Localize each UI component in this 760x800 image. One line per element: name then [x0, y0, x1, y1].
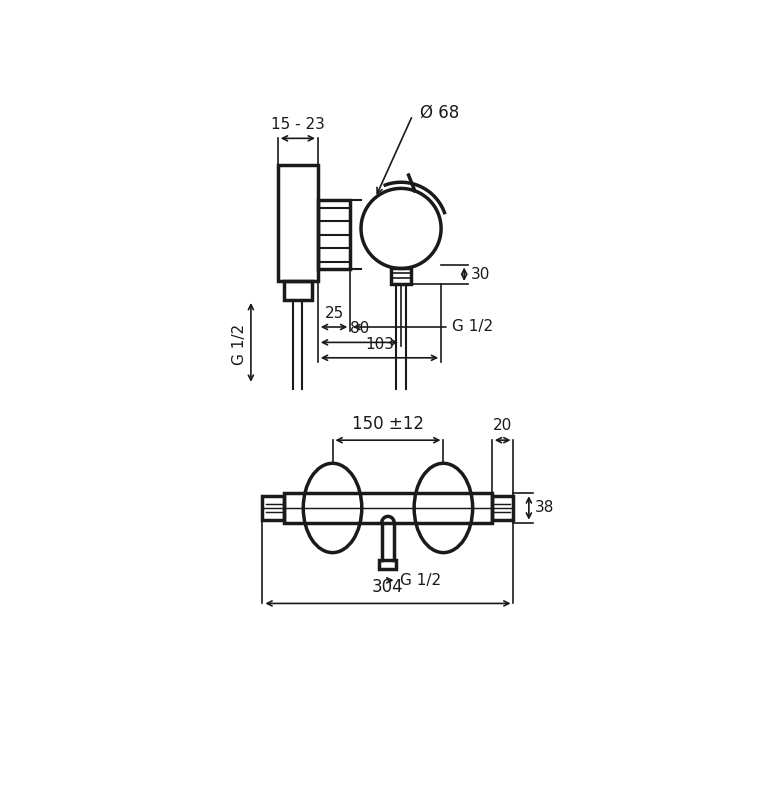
- Text: 80: 80: [350, 322, 369, 336]
- Text: 30: 30: [470, 266, 489, 282]
- Text: 38: 38: [535, 501, 554, 515]
- Text: G 1/2: G 1/2: [452, 319, 493, 334]
- Bar: [391, 269, 411, 284]
- Bar: [278, 166, 318, 281]
- Bar: [318, 200, 350, 270]
- Bar: [379, 559, 397, 569]
- Text: 103: 103: [365, 337, 394, 352]
- Bar: [262, 496, 284, 520]
- Text: 150 ±12: 150 ±12: [352, 415, 424, 434]
- Text: G 1/2: G 1/2: [401, 573, 442, 588]
- Text: 15 - 23: 15 - 23: [271, 117, 325, 132]
- Text: 25: 25: [325, 306, 344, 321]
- Text: 304: 304: [372, 578, 404, 597]
- Text: G 1/2: G 1/2: [232, 324, 247, 365]
- Text: Ø 68: Ø 68: [420, 104, 460, 122]
- Bar: [492, 496, 514, 520]
- Text: 20: 20: [493, 418, 512, 434]
- Bar: [284, 494, 492, 522]
- Bar: [284, 281, 312, 300]
